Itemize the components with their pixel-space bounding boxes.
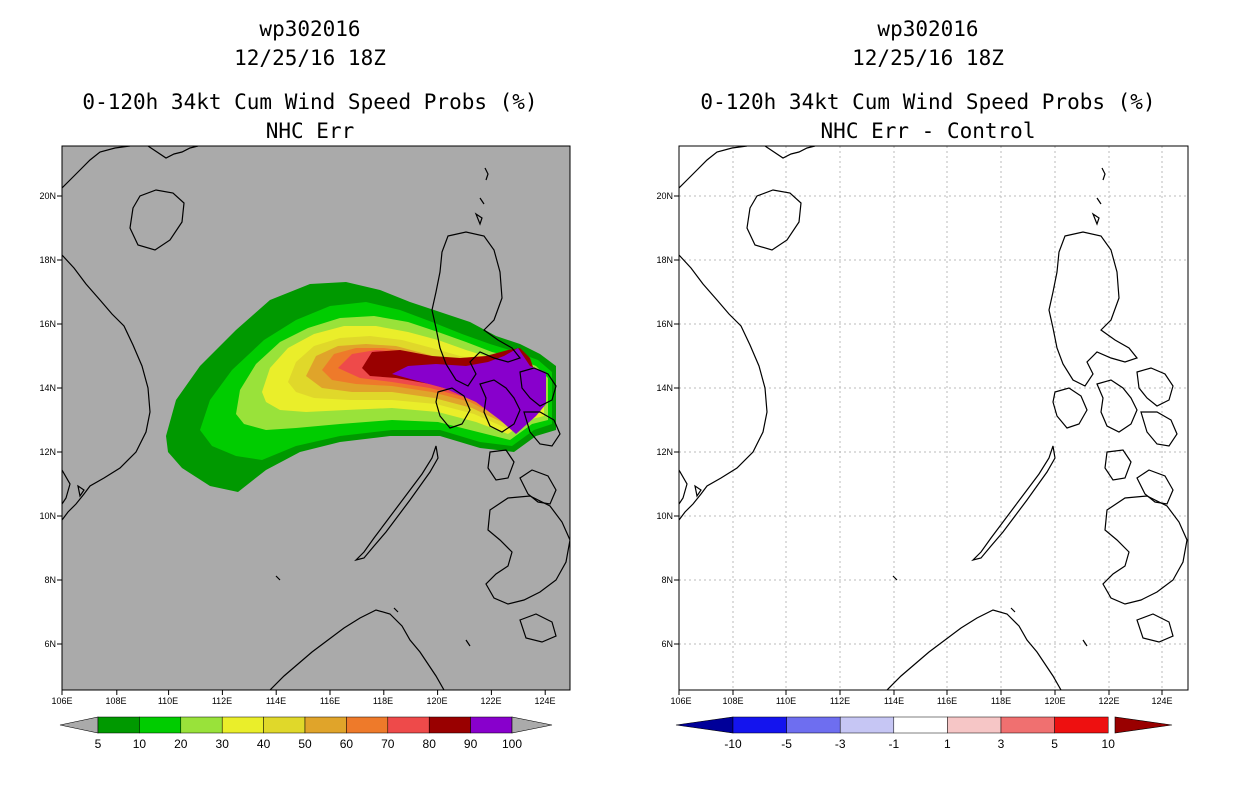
- colorbar-label: 40: [257, 737, 271, 751]
- colorbar-swatch: [428, 716, 471, 734]
- left-map: 106E 108E 110E 112E 114E 116E 118E 120E …: [39, 145, 571, 706]
- colorbar-label: 100: [502, 737, 522, 751]
- right-lat-label: 18N: [656, 255, 673, 265]
- colorbar-swatch: [470, 716, 513, 734]
- left-lon-label: 110E: [158, 696, 178, 706]
- left-product-title: 0-120h 34kt Cum Wind Speed Probs (%): [82, 90, 538, 114]
- right-lon-label: 120E: [1044, 696, 1065, 706]
- right-lon-label: 124E: [1151, 696, 1172, 706]
- left-lon-label: 124E: [534, 696, 555, 706]
- right-lat-label: 8N: [661, 575, 673, 585]
- left-map-frame: [61, 145, 571, 691]
- left-lat-label: 8N: [44, 575, 56, 585]
- right-lon-label: 116E: [937, 696, 957, 706]
- left-lon-label: 120E: [426, 696, 447, 706]
- colorbar-swatch: [139, 716, 182, 734]
- colorbar-swatch: [947, 716, 1002, 734]
- left-colorbar: 5 10 20 30 40 50 60 70 80 90 100: [59, 716, 553, 751]
- colorbar-label: 10: [133, 737, 147, 751]
- right-lon-label: 112E: [830, 696, 850, 706]
- left-lat-label: 12N: [39, 447, 56, 457]
- colorbar-label: 5: [95, 737, 102, 751]
- colorbar-swatch: [180, 716, 223, 734]
- colorbar-label: 5: [1051, 737, 1058, 751]
- left-lat-label: 6N: [44, 639, 56, 649]
- left-lon-label: 108E: [105, 696, 126, 706]
- right-gridlines: [679, 146, 1188, 690]
- left-lon-label: 122E: [480, 696, 501, 706]
- colorbar-swatch: [839, 716, 895, 734]
- colorbar-swatch: [786, 716, 841, 734]
- colorbar-label: -3: [835, 737, 846, 751]
- right-lat-label: 6N: [661, 639, 673, 649]
- left-lat-label: 20N: [39, 191, 56, 201]
- left-lat-label: 10N: [39, 511, 56, 521]
- right-colorbar: -10 -5 -3 -1 1 3 5 10: [675, 716, 1173, 751]
- right-lon-label: 108E: [722, 696, 743, 706]
- right-product-title: 0-120h 34kt Cum Wind Speed Probs (%): [700, 90, 1156, 114]
- colorbar-label: 1: [944, 737, 951, 751]
- left-datetime: 12/25/16 18Z: [234, 46, 386, 70]
- colorbar-swatch: [387, 716, 430, 734]
- colorbar-swatch: [1054, 716, 1109, 734]
- colorbar-label: 10: [1102, 737, 1116, 751]
- right-lon-label: 118E: [991, 696, 1011, 706]
- right-map: 106E 108E 110E 112E 114E 116E 118E 120E …: [656, 145, 1189, 706]
- colorbar-label: -10: [724, 737, 742, 751]
- prob-band-90: [392, 348, 546, 434]
- left-lat-label: 16N: [39, 319, 56, 329]
- left-lon-label: 112E: [212, 696, 232, 706]
- colorbar-label: 20: [174, 737, 188, 751]
- colorbar-swatch: [1000, 716, 1055, 734]
- right-lat-label: 12N: [656, 447, 673, 457]
- colorbar-label: 80: [423, 737, 437, 751]
- colorbar-swatch: [346, 716, 389, 734]
- colorbar-swatch: [304, 716, 347, 734]
- left-lon-label: 118E: [373, 696, 393, 706]
- right-map-background: [679, 146, 1188, 690]
- colorbar-label: 70: [381, 737, 395, 751]
- right-map-frame: [678, 145, 1189, 691]
- right-lat-label: 20N: [656, 191, 673, 201]
- right-storm-id: wp302016: [877, 17, 979, 41]
- left-storm-id: wp302016: [259, 17, 361, 41]
- colorbar-over-arrow: [511, 716, 553, 734]
- colorbar-over-arrow: [1114, 716, 1173, 734]
- left-lon-label: 106E: [51, 696, 72, 706]
- right-lon-label: 110E: [776, 696, 796, 706]
- right-lon-label: 122E: [1098, 696, 1119, 706]
- colorbar-swatch: [893, 716, 948, 734]
- colorbar-swatch: [263, 716, 306, 734]
- left-lat-label: 18N: [39, 255, 56, 265]
- colorbar-under-arrow: [59, 716, 99, 734]
- right-datetime: 12/25/16 18Z: [852, 46, 1004, 70]
- colorbar-swatch: [732, 716, 787, 734]
- colorbar-swatch: [97, 716, 140, 734]
- colorbar-label: -5: [781, 737, 792, 751]
- colorbar-label: 90: [464, 737, 478, 751]
- colorbar-under-arrow: [675, 716, 734, 734]
- colorbar-label: 3: [998, 737, 1005, 751]
- right-subtitle: NHC Err - Control: [820, 119, 1036, 143]
- right-lon-label: 106E: [670, 696, 691, 706]
- colorbar-label: 60: [340, 737, 354, 751]
- right-lat-label: 14N: [656, 383, 673, 393]
- left-subtitle: NHC Err: [265, 119, 355, 143]
- left-lon-label: 116E: [320, 696, 340, 706]
- colorbar-label: -1: [888, 737, 899, 751]
- right-lat-label: 16N: [656, 319, 673, 329]
- colorbar-label: 30: [216, 737, 230, 751]
- right-lat-label: 10N: [656, 511, 673, 521]
- colorbar-swatch: [221, 716, 264, 734]
- left-lon-label: 114E: [266, 696, 286, 706]
- colorbar-label: 50: [298, 737, 312, 751]
- left-lat-label: 14N: [39, 383, 56, 393]
- right-lon-label: 114E: [884, 696, 904, 706]
